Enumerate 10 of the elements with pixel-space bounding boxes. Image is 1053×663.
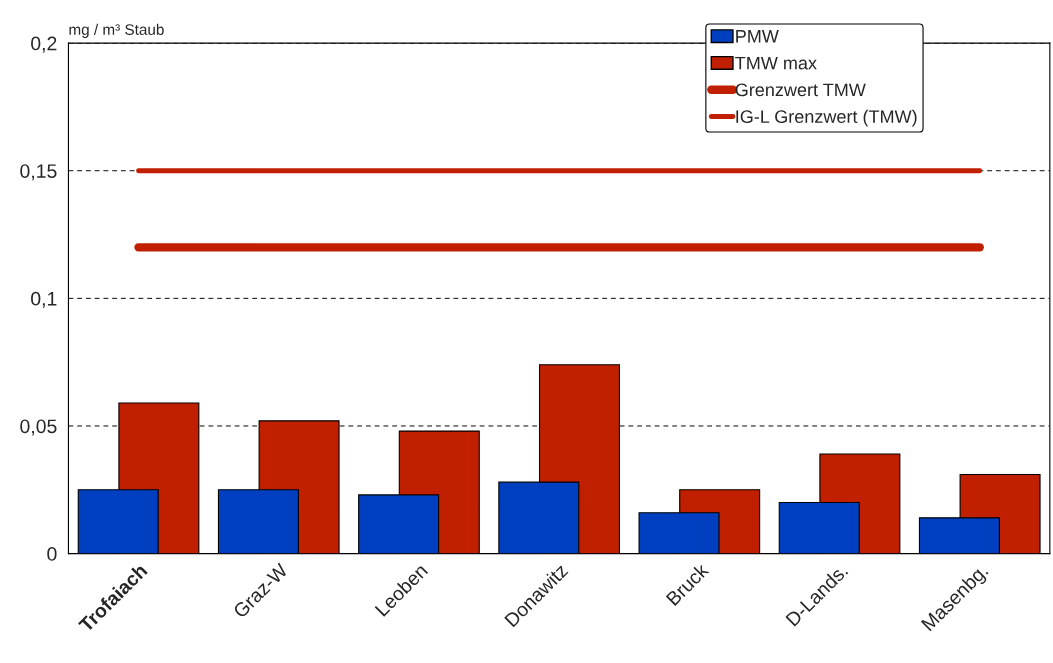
legend-label: Grenzwert TMW [735,83,866,97]
legend-label: IG-L Grenzwert (TMW) [736,109,917,127]
legend-label: PMW [736,30,779,43]
y-tick-label: 0,15 [20,164,57,181]
y-tick-label: 0,2 [31,36,57,53]
y-tick-label: 0 [47,547,57,561]
legend-label: TMW max [735,56,817,70]
y-tick-label: 0,05 [20,419,57,436]
y-axis-title: mg / m³ Staub [69,23,164,38]
y-tick-label: 0,1 [31,291,57,308]
